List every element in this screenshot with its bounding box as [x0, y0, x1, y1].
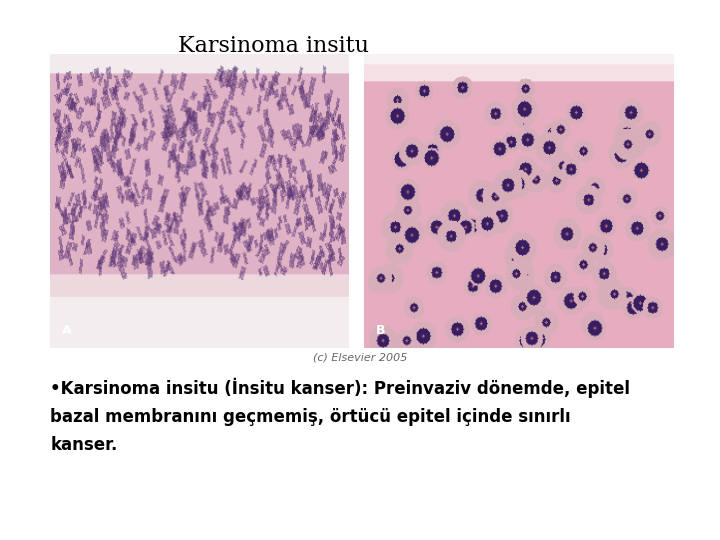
Text: •Karsinoma insitu (İnsitu kanser): Preinvaziv dönemde, epitel: •Karsinoma insitu (İnsitu kanser): Prein… [50, 378, 631, 398]
Text: B: B [376, 323, 385, 336]
Text: bazal membranını geçmemiş, örtücü epitel içinde sınırlı: bazal membranını geçmemiş, örtücü epitel… [50, 408, 571, 426]
Text: Karsinoma insitu: Karsinoma insitu [178, 35, 369, 57]
Text: kanser.: kanser. [50, 436, 118, 454]
Text: (c) Elsevier 2005: (c) Elsevier 2005 [312, 353, 408, 362]
Text: A: A [63, 323, 72, 336]
